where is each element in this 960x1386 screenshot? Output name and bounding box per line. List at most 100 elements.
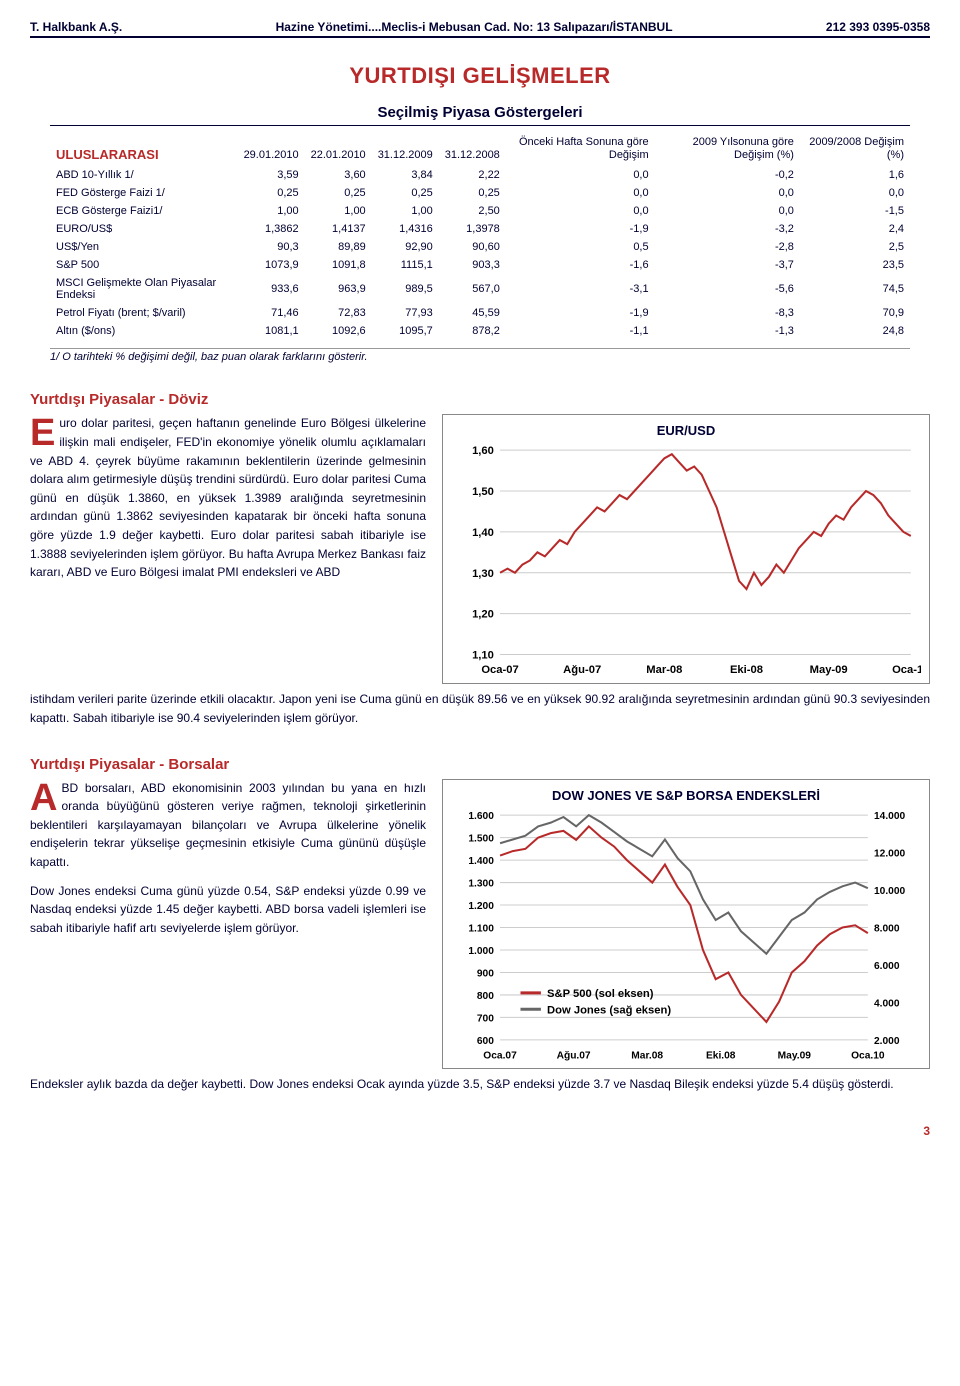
row-value: -0,2 (655, 166, 800, 184)
row-value: -3,1 (506, 274, 655, 304)
row-value: 1,4316 (372, 220, 439, 238)
svg-text:600: 600 (477, 1036, 494, 1047)
svg-text:900: 900 (477, 968, 494, 979)
row-value: 0,0 (506, 166, 655, 184)
row-value: 90,3 (238, 238, 305, 256)
table-col-header: 22.01.2010 (305, 132, 372, 166)
table-row: ECB Gösterge Faizi1/1,001,001,002,500,00… (50, 202, 910, 220)
indicators-table: ULUSLARARASI29.01.201022.01.201031.12.20… (50, 132, 910, 340)
table-title: Seçilmiş Piyasa Göstergeleri (50, 104, 910, 126)
svg-text:1,50: 1,50 (472, 486, 494, 498)
row-value: 0,25 (305, 184, 372, 202)
row-value: 89,89 (305, 238, 372, 256)
row-value: 72,83 (305, 304, 372, 322)
svg-text:1,30: 1,30 (472, 568, 494, 580)
header-right: 212 393 0395-0358 (826, 20, 930, 34)
row-value: 3,84 (372, 166, 439, 184)
eurusd-chart-box: EUR/USD 1,101,201,301,401,501,60Oca-07Ağ… (442, 414, 930, 684)
svg-text:4.000: 4.000 (874, 998, 900, 1009)
row-value: 1091,8 (305, 256, 372, 274)
svg-text:1.000: 1.000 (468, 946, 494, 957)
row-value: 2,4 (800, 220, 910, 238)
row-value: -1,3 (655, 322, 800, 340)
row-value: 92,90 (372, 238, 439, 256)
row-value: 963,9 (305, 274, 372, 304)
row-value: 0,0 (506, 202, 655, 220)
row-value: 1,3978 (439, 220, 506, 238)
svg-text:1.300: 1.300 (468, 878, 494, 889)
svg-text:2.000: 2.000 (874, 1036, 900, 1047)
svg-text:S&P 500 (sol eksen): S&P 500 (sol eksen) (547, 988, 654, 1000)
row-value: 0,0 (655, 184, 800, 202)
row-value: 878,2 (439, 322, 506, 340)
header-bar: T. Halkbank A.Ş. Hazine Yönetimi....Mecl… (30, 20, 930, 38)
svg-text:1.100: 1.100 (468, 923, 494, 934)
svg-text:1,20: 1,20 (472, 609, 494, 621)
row-label: MSCI Gelişmekte Olan Piyasalar Endeksi (50, 274, 238, 304)
doviz-text: E uro dolar paritesi, geçen haftanın gen… (30, 414, 426, 684)
row-value: 989,5 (372, 274, 439, 304)
header-center: Hazine Yönetimi....Meclis-i Mebusan Cad.… (276, 20, 673, 34)
row-label: US$/Yen (50, 238, 238, 256)
row-value: 23,5 (800, 256, 910, 274)
svg-text:Dow Jones (sağ eksen): Dow Jones (sağ eksen) (547, 1004, 671, 1016)
row-label: EURO/US$ (50, 220, 238, 238)
svg-text:1.200: 1.200 (468, 901, 494, 912)
row-value: 0,25 (439, 184, 506, 202)
borsalar-text: A BD borsaları, ABD ekonomisinin 2003 yı… (30, 779, 426, 1069)
table-row: MSCI Gelişmekte Olan Piyasalar Endeksi93… (50, 274, 910, 304)
row-value: 1,00 (238, 202, 305, 220)
row-value: 1,00 (372, 202, 439, 220)
svg-text:Oca-07: Oca-07 (481, 664, 518, 676)
dow-chart-title: DOW JONES VE S&P BORSA ENDEKSLERİ (451, 788, 921, 803)
table-row: Petrol Fiyatı (brent; $/varil)71,4672,83… (50, 304, 910, 322)
table-col-header: 2009/2008 Değişim (%) (800, 132, 910, 166)
row-label: S&P 500 (50, 256, 238, 274)
borsalar-body: BD borsaları, ABD ekonomisinin 2003 yılı… (30, 781, 426, 869)
page-title: YURTDIŞI GELİŞMELER (30, 63, 930, 89)
row-value: 90,60 (439, 238, 506, 256)
table-row: EURO/US$1,38621,41371,43161,3978-1,9-3,2… (50, 220, 910, 238)
svg-text:700: 700 (477, 1013, 494, 1024)
svg-text:10.000: 10.000 (874, 886, 906, 897)
row-label: Altın ($/ons) (50, 322, 238, 340)
svg-text:1.400: 1.400 (468, 856, 494, 867)
row-value: 903,3 (439, 256, 506, 274)
row-value: -1,9 (506, 220, 655, 238)
table-col-header: 29.01.2010 (238, 132, 305, 166)
svg-text:8.000: 8.000 (874, 923, 900, 934)
row-value: 2,5 (800, 238, 910, 256)
table-col-header: 31.12.2009 (372, 132, 439, 166)
row-value: 3,60 (305, 166, 372, 184)
row-value: 1081,1 (238, 322, 305, 340)
table-row: Altın ($/ons)1081,11092,61095,7878,2-1,1… (50, 322, 910, 340)
svg-text:800: 800 (477, 991, 494, 1002)
eurusd-chart-title: EUR/USD (451, 423, 921, 438)
row-value: 70,9 (800, 304, 910, 322)
row-value: 1115,1 (372, 256, 439, 274)
row-label: ECB Gösterge Faizi1/ (50, 202, 238, 220)
row-value: 1,00 (305, 202, 372, 220)
row-label: Petrol Fiyatı (brent; $/varil) (50, 304, 238, 322)
row-value: 3,59 (238, 166, 305, 184)
row-value: 1,4137 (305, 220, 372, 238)
svg-text:1,40: 1,40 (472, 527, 494, 539)
row-value: 71,46 (238, 304, 305, 322)
svg-text:Mar-08: Mar-08 (646, 664, 682, 676)
svg-text:Eki-08: Eki-08 (730, 664, 763, 676)
table-row: US$/Yen90,389,8992,9090,600,5-2,82,5 (50, 238, 910, 256)
row-value: 1,3862 (238, 220, 305, 238)
table-col-header: 31.12.2008 (439, 132, 506, 166)
row-value: -1,1 (506, 322, 655, 340)
doviz-section-title: Yurtdışı Piyasalar - Döviz (30, 391, 930, 408)
row-value: 567,0 (439, 274, 506, 304)
svg-text:1,10: 1,10 (472, 650, 494, 662)
row-value: 0,25 (372, 184, 439, 202)
row-value: 0,25 (238, 184, 305, 202)
svg-text:1.600: 1.600 (468, 811, 494, 822)
eurusd-chart: 1,101,201,301,401,501,60Oca-07Ağu-07Mar-… (451, 444, 921, 679)
dow-chart: 6007008009001.0001.1001.2001.3001.4001.5… (451, 809, 921, 1064)
row-value: 0,0 (506, 184, 655, 202)
row-value: 0,0 (800, 184, 910, 202)
table-row: ABD 10-Yıllık 1/3,593,603,842,220,0-0,21… (50, 166, 910, 184)
